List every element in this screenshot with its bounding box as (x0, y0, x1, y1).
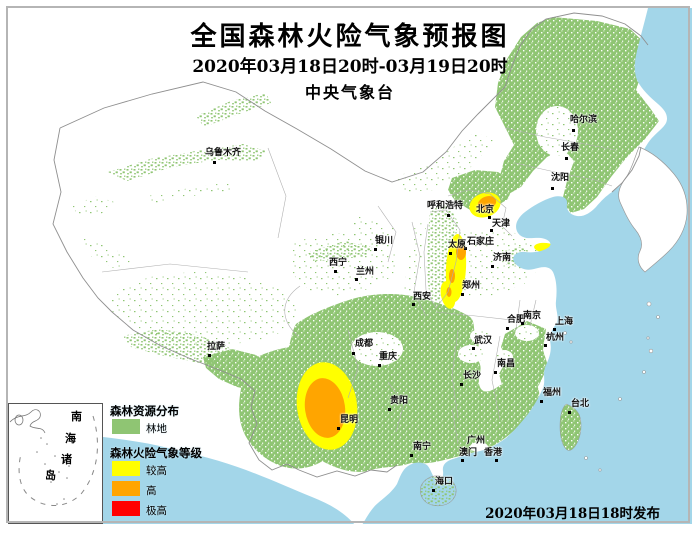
city-label: 沈阳 (551, 173, 570, 183)
city-label: 上海 (555, 317, 574, 327)
inset-sea-name-char: 海 (65, 432, 76, 445)
city-label: 澳门 (459, 448, 478, 458)
city-label: 太原 (448, 240, 467, 250)
danger-level-swatch (112, 481, 140, 496)
city-dot (495, 459, 498, 462)
city-label: 北京 (476, 205, 495, 215)
city-dot (565, 157, 568, 160)
danger-zone-高 (446, 287, 452, 297)
danger-zone-高 (456, 244, 466, 260)
city-label: 郑州 (462, 281, 481, 291)
city-label: 呼和浩特 (427, 201, 464, 211)
city-dot (494, 371, 497, 374)
city-dot (553, 328, 556, 331)
danger-zone-高 (477, 196, 497, 210)
city-label: 香港 (484, 448, 503, 458)
city-dot (464, 448, 467, 451)
city-dot (337, 427, 340, 430)
forest-swatch (112, 419, 140, 434)
danger-level-swatch (112, 501, 140, 516)
city-dot (378, 364, 381, 367)
inset-graphic (9, 409, 98, 506)
city-dot (352, 352, 355, 355)
city-label: 长春 (561, 143, 580, 153)
city-label: 广州 (467, 436, 486, 446)
city-dot (447, 214, 450, 217)
fire-danger-zones (296, 192, 558, 450)
city-label: 南昌 (497, 359, 516, 369)
city-dot (334, 270, 337, 273)
city-label: 乌鲁木齐 (205, 148, 242, 158)
forest-swatch-label: 林地 (146, 423, 167, 435)
city-dot (568, 411, 571, 414)
city-label: 成都 (355, 339, 374, 349)
city-label: 兰州 (356, 267, 375, 277)
city-dot (544, 344, 547, 347)
city-label: 西宁 (329, 258, 348, 268)
city-label: 重庆 (379, 352, 398, 362)
city-dot (491, 265, 494, 268)
city-label: 海口 (435, 477, 454, 487)
city-label: 银川 (375, 236, 394, 246)
city-dot (490, 229, 493, 232)
city-dot (374, 248, 377, 251)
danger-level-label: 极高 (146, 505, 167, 517)
city-dot (412, 303, 415, 306)
city-dot (551, 187, 554, 190)
city-dot (572, 129, 575, 132)
city-dot (355, 278, 358, 281)
city-dot (521, 322, 524, 325)
danger-level-swatch (112, 461, 140, 476)
city-dot (488, 216, 491, 219)
city-dot (388, 408, 391, 411)
city-label: 贵阳 (390, 396, 409, 406)
boundary-lines (52, 12, 649, 478)
inset-sea-name-char: 诸 (61, 453, 72, 466)
city-label: 杭州 (546, 333, 565, 343)
city-dot (506, 327, 509, 330)
danger-level-label: 高 (146, 485, 157, 497)
forecast-period: 2020年03月18日20时-03月19日20时 (192, 57, 508, 77)
city-label: 台北 (571, 399, 590, 409)
agency-name: 中央气象台 (304, 83, 395, 102)
city-label: 拉萨 (207, 342, 226, 352)
inset-sea-name-char: 南 (71, 410, 82, 423)
city-dot (464, 247, 467, 250)
city-dot (449, 252, 452, 255)
south-china-sea-inset: 南海诸岛 (8, 403, 103, 524)
legend-forest-title: 森林资源分布 (110, 404, 179, 418)
city-dot (410, 454, 413, 457)
city-dot (461, 293, 464, 296)
issue-timestamp: 2020年03月18日18时发布 (485, 506, 660, 522)
city-label: 天津 (492, 219, 511, 229)
danger-level-label: 较高 (146, 465, 167, 477)
city-dot (213, 161, 216, 164)
city-label: 南宁 (413, 442, 432, 452)
city-dot (461, 459, 464, 462)
city-dot (432, 489, 435, 492)
city-label: 武汉 (474, 336, 493, 346)
city-label: 合肥 (507, 315, 526, 325)
danger-zone-高 (304, 378, 346, 438)
map-title: 全国森林火险气象预报图 (190, 22, 510, 52)
city-label: 石家庄 (467, 237, 495, 247)
city-label: 济南 (493, 253, 512, 263)
city-label: 福州 (543, 388, 562, 398)
legend-danger-title: 森林火险气象等级 (110, 446, 202, 460)
city-label: 哈尔滨 (570, 115, 598, 125)
city-dot (472, 347, 475, 350)
inset-sea-name-char: 岛 (45, 469, 56, 482)
city-dot (540, 400, 543, 403)
city-label: 南京 (523, 311, 542, 321)
sea-layer (95, 8, 692, 524)
city-label: 昆明 (340, 415, 359, 425)
city-label: 西安 (413, 292, 432, 302)
city-label: 长沙 (463, 371, 482, 381)
city-dot (460, 383, 463, 386)
city-dot (208, 354, 211, 357)
